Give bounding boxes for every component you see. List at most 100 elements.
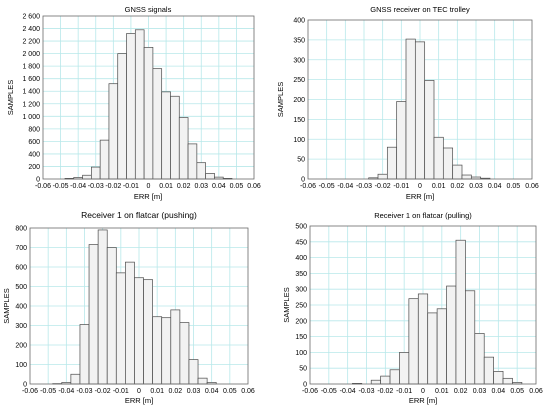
- x-tick-label: -0.03: [359, 388, 375, 395]
- x-axis-label: ERR [m]: [406, 192, 434, 201]
- y-axis-label: SAMPLES: [282, 287, 291, 322]
- x-axis-label: ERR [m]: [134, 192, 162, 201]
- x-tick-label: -0.02: [377, 388, 393, 395]
- x-tick-label: 0.01: [435, 388, 449, 395]
- bars: [64, 29, 233, 180]
- histogram-bar: [427, 312, 438, 385]
- y-tick-label: 1 600: [22, 76, 40, 83]
- x-tick-label: -0.04: [70, 183, 86, 190]
- y-tick-label: 1 800: [22, 64, 40, 71]
- bars: [352, 239, 523, 385]
- y-tick-label: 150: [295, 334, 307, 341]
- x-tick-label: -0.06: [300, 183, 316, 190]
- histogram-bar: [88, 244, 99, 385]
- x-tick-label: 0.05: [223, 388, 237, 395]
- x-tick-label: 0.05: [230, 183, 244, 190]
- histogram-bar: [433, 136, 444, 180]
- y-tick-label: 800: [15, 226, 27, 233]
- histogram-bar: [115, 272, 126, 385]
- histogram-bar: [455, 239, 466, 385]
- x-tick-label: 0.05: [510, 388, 524, 395]
- histogram-bar: [205, 173, 215, 180]
- panel-gnss-signals: GNSS signals SAMPLES ERR [m] -0.06 -0.05-…: [6, 5, 261, 201]
- x-tick-label: 0: [147, 183, 151, 190]
- y-axis-label: SAMPLES: [6, 80, 15, 115]
- y-tick-label: 300: [293, 57, 305, 64]
- x-tick-label: -0.04: [58, 388, 74, 395]
- histogram-bar: [161, 317, 172, 385]
- histogram-bar: [417, 293, 429, 385]
- histogram-bar: [442, 147, 454, 180]
- y-tick-label: 2 600: [22, 14, 40, 21]
- x-axis-label: ERR [m]: [409, 396, 437, 405]
- histogram-bar: [79, 324, 90, 385]
- histogram-bar: [134, 29, 145, 180]
- panel-title: GNSS signals: [125, 5, 172, 14]
- histogram-bar: [197, 377, 208, 385]
- x-tick-label: 0.02: [451, 183, 465, 190]
- y-tick-label: 50: [299, 366, 307, 373]
- histogram-bar: [377, 173, 388, 180]
- y-tick-label: 100: [295, 350, 307, 357]
- histogram-bar: [396, 101, 407, 180]
- x-tick-label: 0.05: [507, 183, 521, 190]
- y-tick-label: 300: [295, 287, 307, 294]
- histogram-bar: [117, 53, 127, 180]
- histogram-bar: [152, 68, 163, 180]
- x-tick-label: 0.03: [473, 388, 487, 395]
- y-tick-label: 400: [15, 304, 27, 311]
- y-tick-label: 1 400: [22, 89, 40, 96]
- x-tick-label: 0.01: [432, 183, 446, 190]
- x-tick-labels: -0.06 -0.05 -0.04 -0.03 -0.02 -0.01 0 0.01 0.02 0…: [35, 183, 261, 190]
- plot-frame: [29, 227, 249, 385]
- x-tick-label: -0.05: [321, 388, 337, 395]
- histogram-bar: [99, 139, 110, 180]
- x-tick-label: -0.04: [337, 183, 353, 190]
- y-tick-label: 0: [36, 177, 40, 184]
- histogram-bar: [436, 308, 447, 385]
- x-tick-label: 0.06: [247, 183, 261, 190]
- x-tick-label: -0.01: [113, 388, 129, 395]
- histogram-bar: [424, 80, 435, 180]
- histogram-bar: [386, 146, 398, 180]
- y-tick-labels: 0 50 100 150 200 250 300 350 400: [293, 18, 305, 184]
- y-tick-label: 500: [295, 224, 307, 231]
- y-tick-label: 100: [293, 137, 305, 144]
- x-tick-label: 0.04: [212, 183, 226, 190]
- x-axis-label: ERR [m]: [125, 396, 153, 405]
- y-tick-label: 700: [15, 245, 27, 252]
- panel-tec-trolley: GNSS receiver on TEC trolley SAMPLES ERR…: [276, 5, 539, 201]
- x-tick-label: 0.03: [187, 388, 201, 395]
- x-tick-label: -0.05: [40, 388, 56, 395]
- bars: [52, 229, 217, 385]
- y-tick-label: 250: [295, 303, 307, 310]
- x-tick-label: 0.03: [194, 183, 208, 190]
- histogram-bar: [126, 33, 136, 180]
- histogram-bar: [143, 46, 154, 180]
- histogram-bar: [461, 174, 472, 180]
- y-tick-label: 600: [15, 265, 27, 272]
- histogram-bar: [108, 83, 119, 180]
- histogram-bar: [161, 91, 171, 180]
- x-tick-label: 0: [137, 388, 141, 395]
- y-tick-label: 350: [295, 271, 307, 278]
- y-tick-labels: 0 50 100 150 200 250 300 350 400 450 500: [295, 224, 307, 389]
- x-tick-label: 0.02: [169, 388, 183, 395]
- y-tick-label: 150: [293, 117, 305, 124]
- x-tick-label: 0.04: [205, 388, 219, 395]
- histogram-bar: [389, 369, 400, 385]
- histogram-bar: [452, 164, 463, 180]
- plot-frame: [42, 15, 255, 180]
- x-tick-label: 0: [421, 388, 425, 395]
- y-tick-label: 400: [295, 255, 307, 262]
- y-tick-label: 350: [293, 37, 305, 44]
- y-tick-label: 200: [293, 97, 305, 104]
- x-tick-label: -0.06: [302, 388, 318, 395]
- y-tick-label: 800: [28, 126, 40, 133]
- histogram-bar: [188, 359, 199, 385]
- y-tick-label: 2 200: [22, 39, 40, 46]
- x-tick-label: 0.04: [488, 183, 502, 190]
- histogram-bar: [370, 379, 381, 385]
- y-tick-label: 300: [15, 323, 27, 330]
- plot-frame: [309, 225, 537, 385]
